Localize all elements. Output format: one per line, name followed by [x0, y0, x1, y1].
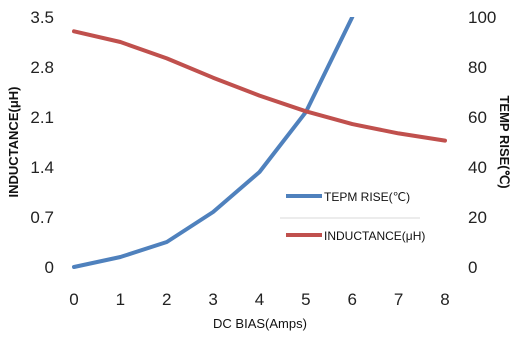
x-tick-label: 2	[162, 290, 171, 309]
y-left-tick-label: 3.5	[30, 8, 54, 27]
data-point-inductance	[72, 29, 76, 33]
y-left-tick-label: 2.8	[30, 58, 54, 77]
legend: TEPM RISE(℃) INDUCTANCE(μH)	[280, 190, 425, 243]
series-layer	[72, 17, 447, 269]
data-point-temp-rise	[211, 210, 215, 214]
data-point-inductance	[258, 94, 261, 98]
y-axis-title-left: INDUCTANCE(μH)	[6, 87, 21, 198]
x-tick-label: 7	[394, 290, 403, 309]
data-point-inductance	[397, 131, 401, 135]
x-axis-ticks: 0 1 2 3 4 5 6 7 8	[69, 290, 449, 309]
data-point-temp-rise	[350, 17, 354, 19]
x-tick-label: 5	[301, 290, 310, 309]
y-left-tick-label: 0.7	[30, 208, 54, 227]
y-left-tick-label: 1.4	[30, 158, 54, 177]
x-tick-label: 4	[255, 290, 264, 309]
x-tick-label: 0	[69, 290, 78, 309]
y-axis-title-right: TEMP RISE(℃)	[497, 95, 512, 188]
series-line-temp-rise	[72, 17, 355, 269]
data-point-inductance	[350, 122, 354, 126]
y-right-tick-label: 0	[468, 258, 477, 277]
y-right-tick-label: 20	[468, 208, 487, 227]
left-axis-ticks: 0 0.7 1.4 2.1 2.8 3.5	[30, 8, 54, 277]
x-tick-label: 6	[348, 290, 357, 309]
x-axis-title: DC BIAS(Amps)	[213, 316, 307, 331]
x-tick-label: 8	[440, 290, 449, 309]
data-point-temp-rise	[258, 170, 261, 174]
data-point-inductance	[211, 76, 215, 80]
y-left-tick-label: 2.1	[30, 108, 54, 127]
legend-label-inductance: INDUCTANCE(μH)	[324, 229, 425, 243]
y-right-tick-label: 40	[468, 158, 487, 177]
y-left-tick-label: 0	[45, 258, 54, 277]
data-point-inductance	[443, 139, 447, 143]
data-point-inductance	[165, 56, 169, 60]
data-point-temp-rise	[72, 265, 76, 269]
y-right-tick-label: 80	[468, 58, 487, 77]
y-right-tick-label: 100	[468, 8, 496, 27]
data-point-temp-rise	[165, 240, 169, 244]
legend-label-temp-rise: TEPM RISE(℃)	[324, 190, 410, 204]
right-axis-ticks: 0 20 40 60 80 100	[468, 8, 496, 277]
x-tick-label: 1	[116, 290, 125, 309]
y-right-tick-label: 60	[468, 108, 487, 127]
x-tick-label: 3	[208, 290, 217, 309]
data-point-temp-rise	[118, 255, 122, 259]
data-point-inductance	[304, 109, 308, 113]
series-line-inductance	[72, 29, 447, 143]
data-point-inductance	[118, 40, 122, 44]
